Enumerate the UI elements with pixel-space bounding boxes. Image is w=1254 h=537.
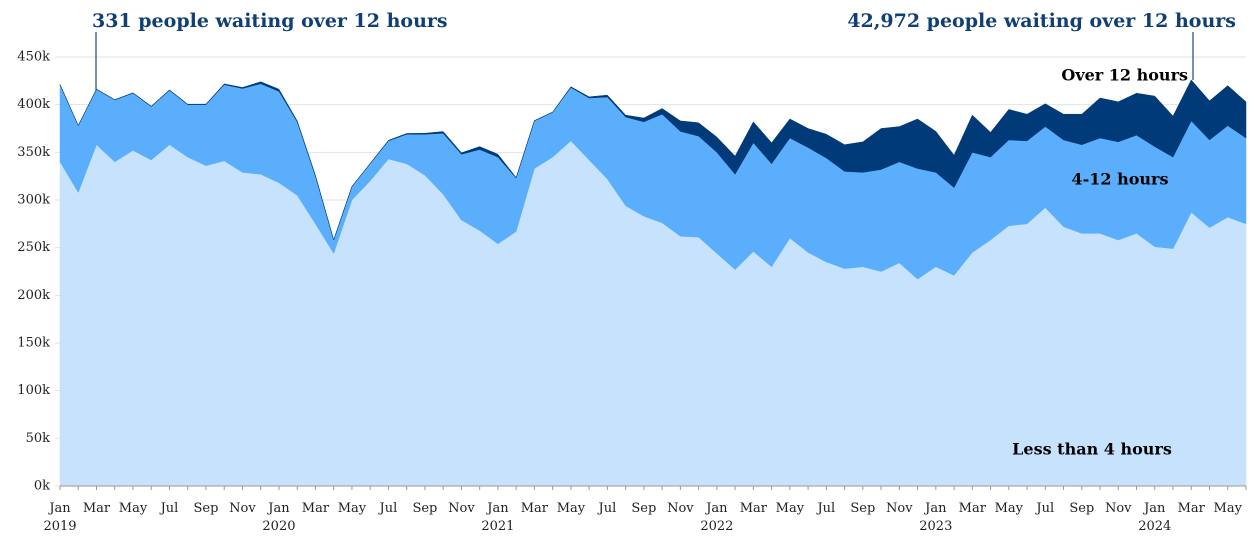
y-tick-label: 250k xyxy=(17,240,50,255)
x-tick-label: Jan 2023 xyxy=(919,501,953,534)
x-tick-label: Sep xyxy=(850,501,876,516)
y-tick-label: 350k xyxy=(17,145,50,160)
x-tick-label: Jul xyxy=(160,501,179,516)
annotation: 42,972 people waiting over 12 hours xyxy=(847,10,1236,32)
x-tick-label: May xyxy=(775,501,805,516)
x-tick-label: Mar xyxy=(1177,501,1205,516)
x-tick-label: Mar xyxy=(82,501,111,516)
series-label: Less than 4 hours xyxy=(1012,440,1172,459)
x-tick-label: Mar xyxy=(739,501,767,516)
x-tick-label: Nov xyxy=(1104,501,1132,516)
y-tick-label: 200k xyxy=(17,288,50,303)
x-tick-label: Sep xyxy=(412,501,438,516)
x-tick-label: Jul xyxy=(1036,501,1055,516)
x-tick-label: Jan 2021 xyxy=(481,501,515,534)
x-tick-label: Mar xyxy=(301,501,330,516)
x-tick-label: Jan 2022 xyxy=(700,501,734,534)
x-tick-label: Jul xyxy=(817,501,836,516)
y-tick-label: 50k xyxy=(26,431,51,446)
x-tick-label: May xyxy=(337,501,367,516)
x-tick-label: Sep xyxy=(1069,501,1095,516)
x-tick-label: Nov xyxy=(667,501,694,516)
series-label: Over 12 hours xyxy=(1061,66,1188,85)
y-tick-label: 0k xyxy=(34,479,50,494)
x-tick-label: Sep xyxy=(193,501,219,516)
x-tick-label: Nov xyxy=(886,501,913,516)
x-tick-label: Jan 2019 xyxy=(43,501,77,534)
series-label: 4-12 hours xyxy=(1072,170,1169,189)
x-tick-label: Mar xyxy=(958,501,986,516)
x-tick-label: Jan 2020 xyxy=(262,501,296,534)
y-tick-label: 400k xyxy=(17,97,50,112)
x-tick-label: Sep xyxy=(631,501,657,516)
y-tick-label: 450k xyxy=(17,50,50,65)
x-tick-label: May xyxy=(118,501,148,516)
annotation: 331 people waiting over 12 hours xyxy=(92,10,448,32)
x-tick-label: May xyxy=(556,501,586,516)
y-tick-label: 150k xyxy=(17,336,50,351)
y-tick-label: 300k xyxy=(17,193,50,208)
area xyxy=(59,79,1247,241)
x-tick-label: May xyxy=(994,501,1023,516)
x-tick-label: Mar xyxy=(520,501,549,516)
y-tick-label: 100k xyxy=(17,383,50,398)
x-tick-label: May xyxy=(1213,501,1242,516)
x-tick-label: Jul xyxy=(598,501,617,516)
x-tick-label: Jul xyxy=(379,501,398,516)
x-tick-label: Nov xyxy=(229,501,256,516)
x-tick-label: Jan 2024 xyxy=(1138,501,1172,534)
x-tick-label: Nov xyxy=(448,501,475,516)
